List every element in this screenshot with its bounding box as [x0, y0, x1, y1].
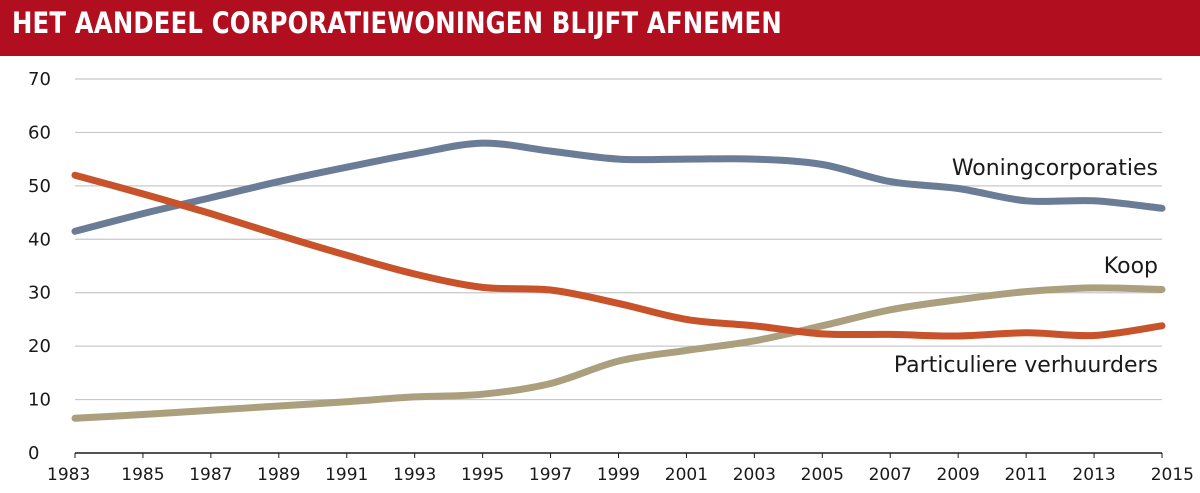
x-tick-label: 1985 — [121, 465, 164, 485]
title-banner: HET AANDEEL CORPORATIEWONINGEN BLIJFT AF… — [0, 0, 1200, 56]
y-tick-label: 70 — [28, 69, 51, 90]
series-lines — [71, 139, 1166, 422]
x-tick-label: 1991 — [325, 465, 368, 485]
x-tick-label: 2011 — [1004, 465, 1047, 485]
x-tick-label: 1987 — [189, 465, 232, 485]
y-tick-label: 40 — [28, 229, 51, 250]
x-tick-label: 1997 — [529, 465, 572, 485]
series-labels: Woningcorporaties Koop Particuliere verhuu… — [894, 156, 1158, 378]
x-tick-label: 1989 — [257, 465, 300, 485]
series-label-koop: Koop — [1104, 254, 1158, 279]
series-label-particuliere-verhuurders: Particuliere verhuurders — [894, 353, 1158, 378]
chart-title: HET AANDEEL CORPORATIEWONINGEN BLIJFT AF… — [12, 6, 782, 40]
series-line-woningcorporaties — [71, 139, 1166, 235]
gridlines — [75, 78, 1162, 454]
series-line-particuliere-verhuurders — [71, 171, 1166, 340]
x-tick-label: 1995 — [461, 465, 504, 485]
x-tick-label: 2007 — [869, 465, 912, 485]
x-tick-label: 2009 — [937, 465, 980, 485]
series-label-woningcorporaties: Woningcorporaties — [952, 156, 1158, 181]
y-axis-ticks: 0 10 20 30 40 50 60 70 — [28, 69, 51, 464]
x-tick-label: 2001 — [665, 465, 708, 485]
x-tick-label: 1999 — [597, 465, 640, 485]
x-tick-label: 1983 — [47, 465, 90, 485]
y-tick-label: 20 — [28, 336, 51, 357]
x-tick-label: 2013 — [1072, 465, 1115, 485]
x-tick-label: 2005 — [801, 465, 844, 485]
y-tick-label: 60 — [28, 122, 51, 143]
x-tick-label: 2015 — [1151, 465, 1194, 485]
x-axis-ticks: 1983 1985 1987 1989 1991 1993 1995 1997 1999 2001… — [47, 453, 1194, 485]
y-tick-label: 10 — [28, 390, 51, 411]
y-tick-label: 50 — [28, 176, 51, 197]
y-tick-label: 30 — [28, 283, 51, 304]
series-line-koop — [71, 284, 1166, 422]
x-tick-label: 2003 — [733, 465, 776, 485]
x-tick-label: 1993 — [393, 465, 436, 485]
y-tick-label: 0 — [28, 443, 39, 464]
